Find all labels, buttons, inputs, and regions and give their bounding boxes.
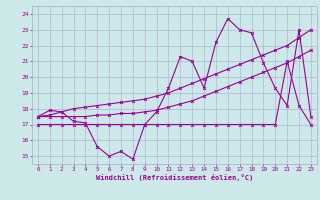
X-axis label: Windchill (Refroidissement éolien,°C): Windchill (Refroidissement éolien,°C) bbox=[96, 174, 253, 181]
